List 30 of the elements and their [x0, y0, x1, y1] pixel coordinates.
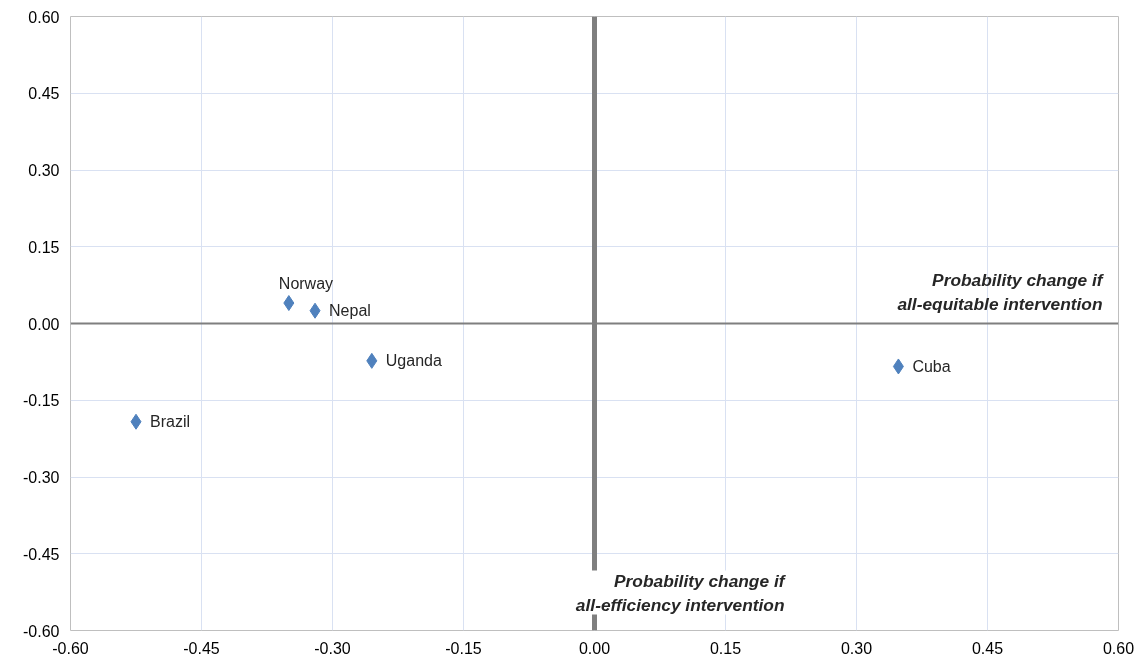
series-label: Uganda: [385, 352, 442, 370]
x-tick-label: -0.30: [314, 639, 351, 657]
x-tick-label: 0.30: [840, 639, 873, 657]
series-label: Norway: [278, 274, 334, 292]
series-label: Cuba: [912, 357, 951, 375]
point: [892, 358, 904, 375]
x-axis-title: Probability change if all-equitable intervention: [897, 269, 1105, 314]
x-tick-label: 0.00: [578, 639, 611, 657]
point: [309, 302, 321, 319]
y-tick-label: 0.30: [28, 162, 60, 179]
x-tick-label: -0.45: [183, 639, 220, 657]
point: [283, 295, 295, 312]
y-tick-label: 0.45: [28, 85, 60, 103]
x-tick-label: -0.60: [52, 639, 89, 657]
y-tick-label: -0.30: [23, 469, 60, 486]
x-tick-label: -0.15: [445, 639, 482, 657]
series-label: Brazil: [150, 413, 191, 431]
series-label: Nepal: [329, 302, 371, 320]
y-tick-label: -0.60: [23, 622, 60, 640]
y-tick-label: 0.00: [28, 315, 60, 333]
x-tick-label: 0.15: [709, 639, 742, 657]
x-tick-label: 0.60: [1102, 639, 1135, 657]
point: [366, 352, 378, 369]
x-tick-label: 0.45: [971, 639, 1004, 657]
y-tick-label: 0.15: [28, 238, 60, 256]
y-tick-label: -0.45: [23, 545, 60, 563]
y-tick-label: 0.60: [28, 8, 60, 26]
y-axis-title: Probability change if all-efficiency intervention: [575, 570, 787, 615]
y-tick-label: -0.15: [23, 392, 60, 410]
point: [130, 413, 142, 430]
